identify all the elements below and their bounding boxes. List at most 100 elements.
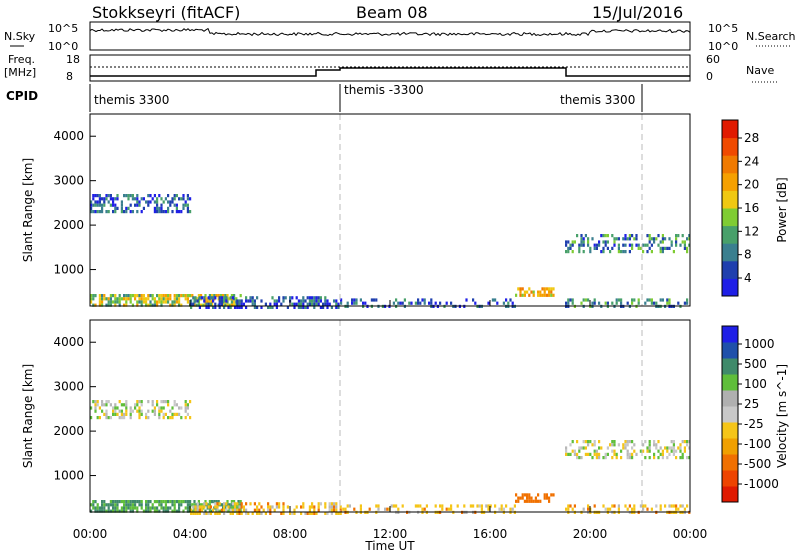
range-cell (160, 303, 163, 307)
range-cell (127, 197, 130, 201)
range-cell (569, 243, 572, 247)
range-cell (112, 197, 115, 201)
range-cell (224, 294, 227, 298)
range-cell (98, 200, 101, 204)
range-cell (571, 298, 574, 302)
range-cell (253, 305, 256, 309)
beam-title: Beam 08 (356, 3, 428, 22)
range-cell (162, 406, 165, 410)
range-cell (410, 301, 413, 305)
range-cell (193, 303, 196, 307)
range-cell (160, 506, 163, 510)
range-cell (571, 301, 574, 305)
range-cell (140, 294, 143, 298)
range-cell (182, 206, 185, 210)
range-cell (606, 234, 609, 238)
range-cell (234, 502, 237, 506)
range-cell (324, 505, 327, 509)
range-cell (609, 443, 612, 447)
range-cell (112, 203, 115, 207)
range-cell (308, 302, 311, 306)
range-cell (537, 499, 540, 503)
range-cell (521, 287, 524, 291)
range-cell (668, 446, 671, 450)
range-cell (171, 210, 174, 214)
range-cell (613, 452, 616, 456)
range-cell (138, 297, 141, 301)
range-cell (109, 403, 112, 407)
range-cell (335, 502, 338, 506)
range-cell (258, 508, 261, 512)
range-cell (101, 303, 104, 307)
range-cell (162, 400, 165, 404)
range-cell (227, 505, 230, 509)
colorbar-cell (722, 208, 738, 227)
range-cell (158, 409, 161, 413)
range-cell (120, 203, 123, 207)
range-cell (339, 511, 342, 515)
range-cell (543, 293, 546, 297)
range-cell (604, 301, 607, 305)
range-cell (245, 511, 248, 515)
range-cell (138, 294, 141, 298)
range-cell (238, 505, 241, 509)
range-cell (653, 240, 656, 244)
range-cell (317, 502, 320, 506)
range-cell (487, 301, 490, 305)
range-cell (191, 509, 194, 513)
range-cell (147, 203, 150, 207)
range-cell (273, 302, 276, 306)
range-cell (333, 508, 336, 512)
range-cell (611, 443, 614, 447)
range-cell (138, 300, 141, 304)
range-cell (628, 452, 631, 456)
range-cell (149, 294, 152, 298)
range-cell (90, 416, 93, 420)
range-cell (134, 294, 137, 298)
range-cell (666, 301, 669, 305)
range-cell (606, 246, 609, 250)
range-cell (197, 500, 200, 504)
range-cell (153, 500, 156, 504)
range-cell (123, 509, 126, 513)
range-cell (666, 456, 669, 460)
range-cell (313, 299, 316, 303)
range-cell (209, 302, 212, 306)
range-cell (218, 511, 221, 515)
range-cell (189, 416, 192, 420)
range-cell (112, 294, 115, 298)
range-cell (225, 296, 228, 300)
range-cell (92, 203, 95, 207)
range-cell (582, 298, 585, 302)
y-tick-label: 3000 (53, 174, 84, 188)
range-cell (186, 406, 189, 410)
range-cell (670, 440, 673, 444)
range-cell (125, 509, 128, 513)
range-cell (445, 301, 448, 305)
range-cell (587, 237, 590, 241)
colorbar-tick-label: 28 (744, 131, 759, 145)
range-cell (129, 409, 132, 413)
range-cell (103, 294, 106, 298)
range-cell (289, 511, 292, 515)
range-cell (228, 503, 231, 507)
range-cell (116, 406, 119, 410)
range-cell (622, 250, 625, 254)
range-cell (240, 305, 243, 309)
range-cell (219, 294, 222, 298)
range-cell (160, 197, 163, 201)
range-cell (107, 303, 110, 307)
range-cell (485, 504, 488, 508)
range-cell (269, 305, 272, 309)
range-cell (304, 305, 307, 309)
nsky-tick-bottom-right: 10^0 (708, 40, 738, 53)
range-cell (186, 412, 189, 416)
range-cell (131, 197, 134, 201)
range-cell (666, 246, 669, 250)
range-cell (175, 412, 178, 416)
range-cell (218, 305, 221, 309)
range-cell (226, 509, 229, 513)
range-cell (218, 299, 221, 303)
range-cell (120, 206, 123, 210)
range-cell (173, 503, 176, 507)
